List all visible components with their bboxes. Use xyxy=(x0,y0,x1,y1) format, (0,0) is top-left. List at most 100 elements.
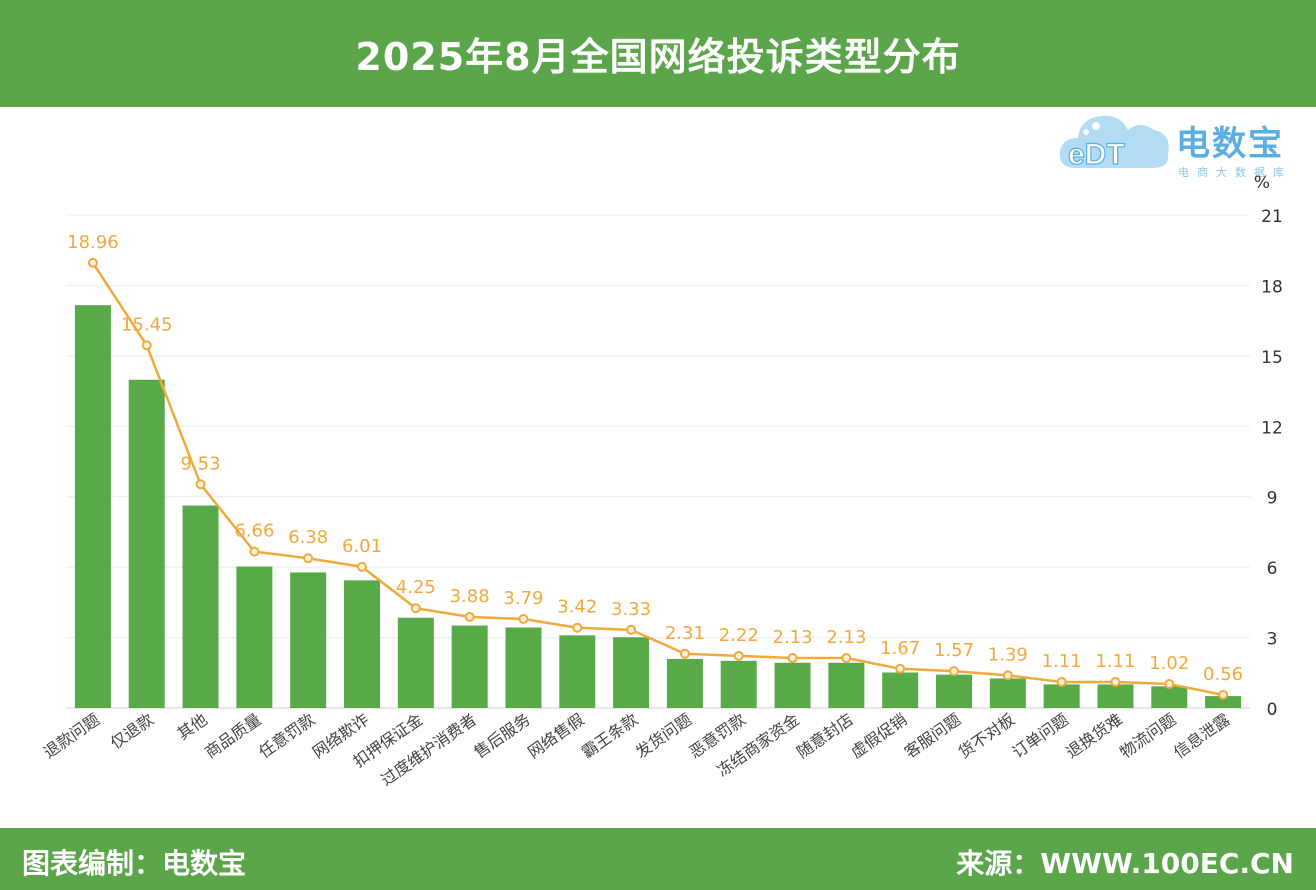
data-label: 15.45 xyxy=(121,314,173,335)
line-point xyxy=(1056,676,1067,687)
line-point xyxy=(303,553,314,564)
y-tick-label: 18 xyxy=(1261,277,1283,297)
bar xyxy=(505,627,542,708)
x-tick-label: 过度维护消费者 xyxy=(377,710,480,790)
bar xyxy=(451,625,488,708)
line-point xyxy=(949,666,959,677)
data-label: 4.25 xyxy=(396,577,436,598)
line-point xyxy=(1218,689,1229,700)
footer-source: 来源：WWW.100EC.CN xyxy=(956,847,1294,880)
bar xyxy=(936,674,972,708)
line-point xyxy=(87,257,98,268)
line-point xyxy=(626,624,637,635)
y-tick-label: 9 xyxy=(1267,489,1278,509)
line-point xyxy=(841,652,852,663)
line-point xyxy=(733,650,744,661)
chart-plot: 0 3 6 9 12 15 18 21% 18.96 15.45 9.53 6.66 6.38 6.01 4… xyxy=(40,173,1283,790)
x-tick-label: 物流问题 xyxy=(1116,710,1179,762)
y-tick-label: 12 xyxy=(1261,418,1283,438)
bar xyxy=(1043,684,1080,708)
logo-mark: eDT xyxy=(1068,138,1125,171)
bar xyxy=(236,566,273,708)
bar xyxy=(128,379,165,708)
y-tick-label: 3 xyxy=(1267,630,1278,650)
line-point xyxy=(1110,676,1121,687)
data-label: 2.13 xyxy=(826,627,866,648)
bar xyxy=(1205,696,1242,708)
data-label: 3.33 xyxy=(611,599,651,620)
bar xyxy=(74,305,111,708)
x-tick-label: 仅退款 xyxy=(107,710,157,753)
bar xyxy=(1151,686,1188,708)
footer-credit: 图表编制：电数宝 xyxy=(22,847,247,880)
bar xyxy=(1097,684,1134,708)
line-point xyxy=(410,603,421,614)
line-point xyxy=(895,663,906,674)
x-tick-label: 退款问题 xyxy=(40,710,103,762)
line-point xyxy=(787,652,798,663)
x-tick-label: 随意封店 xyxy=(793,710,856,762)
line-point xyxy=(572,622,583,633)
data-label: 0.56 xyxy=(1203,664,1243,685)
data-label: 6.01 xyxy=(342,536,382,557)
bar xyxy=(828,662,865,708)
bar xyxy=(559,635,596,708)
x-tick-label: 商品质量 xyxy=(201,710,264,762)
line-point xyxy=(464,611,475,622)
data-label: 3.79 xyxy=(503,588,543,609)
x-tick-label: 客服问题 xyxy=(901,710,964,762)
data-label: 2.13 xyxy=(773,627,813,648)
data-label: 2.22 xyxy=(719,625,759,646)
chart-title: 2025年8月全国网络投诉类型分布 xyxy=(355,35,961,79)
data-label: 6.38 xyxy=(288,527,328,548)
data-label: 2.31 xyxy=(665,623,705,644)
x-tick-label: 霸王条款 xyxy=(578,710,641,762)
x-tick-label: 发货问题 xyxy=(632,710,695,762)
cloud-logo-icon: eDT xyxy=(1059,115,1169,172)
bar xyxy=(290,572,327,708)
bar xyxy=(720,660,757,708)
bar xyxy=(989,678,1026,708)
line-point xyxy=(249,546,260,557)
bar xyxy=(666,658,703,708)
bar xyxy=(182,505,219,708)
bar xyxy=(344,580,380,708)
x-tick-label: 退换货难 xyxy=(1062,710,1125,762)
data-label: 1.67 xyxy=(880,638,920,659)
bar xyxy=(397,617,434,708)
x-tick-label: 任意罚款 xyxy=(255,710,318,762)
line-point xyxy=(679,648,690,659)
line-point xyxy=(1002,670,1013,681)
data-label: 9.53 xyxy=(181,453,221,474)
line-point xyxy=(195,479,206,490)
y-tick-label: 15 xyxy=(1261,348,1283,368)
y-tick-label: 6 xyxy=(1267,559,1278,579)
data-label: 1.02 xyxy=(1149,653,1189,674)
data-label: 1.57 xyxy=(934,640,974,661)
chart-footer: 图表编制：电数宝 来源：WWW.100EC.CN xyxy=(0,828,1316,890)
y-tick-label: 0 xyxy=(1267,700,1278,720)
x-tick-label: 订单问题 xyxy=(1009,710,1072,762)
data-label: 3.88 xyxy=(450,586,490,607)
line-point xyxy=(518,614,529,625)
chart-header: 2025年8月全国网络投诉类型分布 xyxy=(0,0,1316,107)
y-tick-label: 21 xyxy=(1261,207,1283,227)
series-line xyxy=(91,262,1224,697)
data-label: 3.42 xyxy=(557,597,597,618)
x-tick-label: 虚假促销 xyxy=(847,710,910,762)
line-point xyxy=(357,561,367,572)
x-tick-label: 售后服务 xyxy=(470,710,533,762)
data-label: 18.96 xyxy=(67,232,119,253)
data-label: 1.39 xyxy=(988,644,1028,665)
logo-name: 电数宝 xyxy=(1176,124,1284,164)
x-tick-label: 货不对板 xyxy=(955,710,1018,762)
bar xyxy=(882,672,919,708)
x-tick-label: 信息泄露 xyxy=(1170,710,1233,762)
x-tick-label: 其他 xyxy=(174,710,211,744)
brand-logo: eDT 电数宝 电商大数据库 xyxy=(1056,102,1312,186)
data-label: 1.11 xyxy=(1095,651,1135,672)
y-axis-label: % xyxy=(1254,173,1270,193)
bar xyxy=(613,637,650,708)
data-label: 1.11 xyxy=(1042,651,1082,672)
x-tick-label: 网络售假 xyxy=(524,710,587,762)
